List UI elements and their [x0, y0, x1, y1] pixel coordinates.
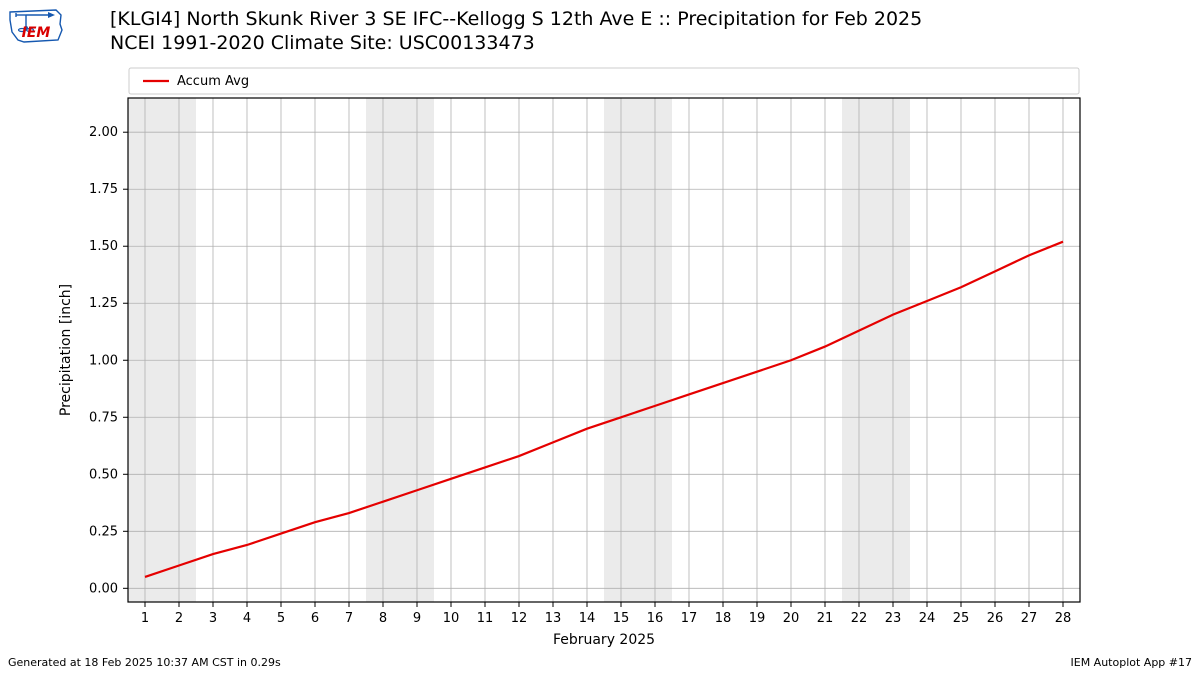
x-axis-label: February 2025 [553, 632, 655, 648]
precipitation-chart: 0.000.250.500.751.001.251.501.752.001234… [0, 0, 1200, 675]
app-credit: IEM Autoplot App #17 [1071, 656, 1193, 669]
x-tick-label: 24 [919, 611, 936, 626]
x-tick-label: 3 [209, 611, 217, 626]
x-tick-label: 19 [749, 611, 766, 626]
x-tick-label: 9 [413, 611, 421, 626]
x-tick-label: 1 [141, 611, 149, 626]
legend-box [129, 68, 1079, 94]
x-tick-label: 17 [681, 611, 698, 626]
generated-timestamp: Generated at 18 Feb 2025 10:37 AM CST in… [8, 656, 281, 669]
x-tick-label: 18 [715, 611, 732, 626]
weekend-band [604, 98, 672, 602]
x-tick-label: 12 [511, 611, 528, 626]
weekend-band [128, 98, 196, 602]
x-tick-label: 28 [1055, 611, 1072, 626]
x-tick-label: 22 [851, 611, 868, 626]
x-tick-label: 7 [345, 611, 353, 626]
x-tick-label: 14 [579, 611, 596, 626]
x-tick-label: 26 [987, 611, 1004, 626]
y-tick-label: 0.25 [89, 524, 118, 539]
y-tick-label: 2.00 [89, 125, 118, 140]
x-tick-label: 27 [1021, 611, 1038, 626]
x-tick-label: 21 [817, 611, 834, 626]
legend-label: Accum Avg [177, 74, 249, 89]
weekend-band [366, 98, 434, 602]
weekend-band [842, 98, 910, 602]
x-tick-label: 13 [545, 611, 562, 626]
x-tick-label: 16 [647, 611, 664, 626]
x-tick-label: 8 [379, 611, 387, 626]
x-tick-label: 15 [613, 611, 630, 626]
x-tick-label: 25 [953, 611, 970, 626]
y-axis-label: Precipitation [inch] [58, 284, 74, 416]
y-tick-label: 1.25 [89, 296, 118, 311]
x-tick-label: 4 [243, 611, 251, 626]
y-tick-label: 1.50 [89, 239, 118, 254]
x-tick-label: 23 [885, 611, 902, 626]
y-tick-label: 0.75 [89, 410, 118, 425]
x-tick-label: 10 [443, 611, 460, 626]
y-tick-label: 0.50 [89, 467, 118, 482]
x-tick-label: 2 [175, 611, 183, 626]
x-tick-label: 11 [477, 611, 494, 626]
x-tick-label: 6 [311, 611, 319, 626]
x-tick-label: 5 [277, 611, 285, 626]
y-tick-label: 0.00 [89, 581, 118, 596]
x-tick-label: 20 [783, 611, 800, 626]
y-tick-label: 1.75 [89, 182, 118, 197]
y-tick-label: 1.00 [89, 353, 118, 368]
